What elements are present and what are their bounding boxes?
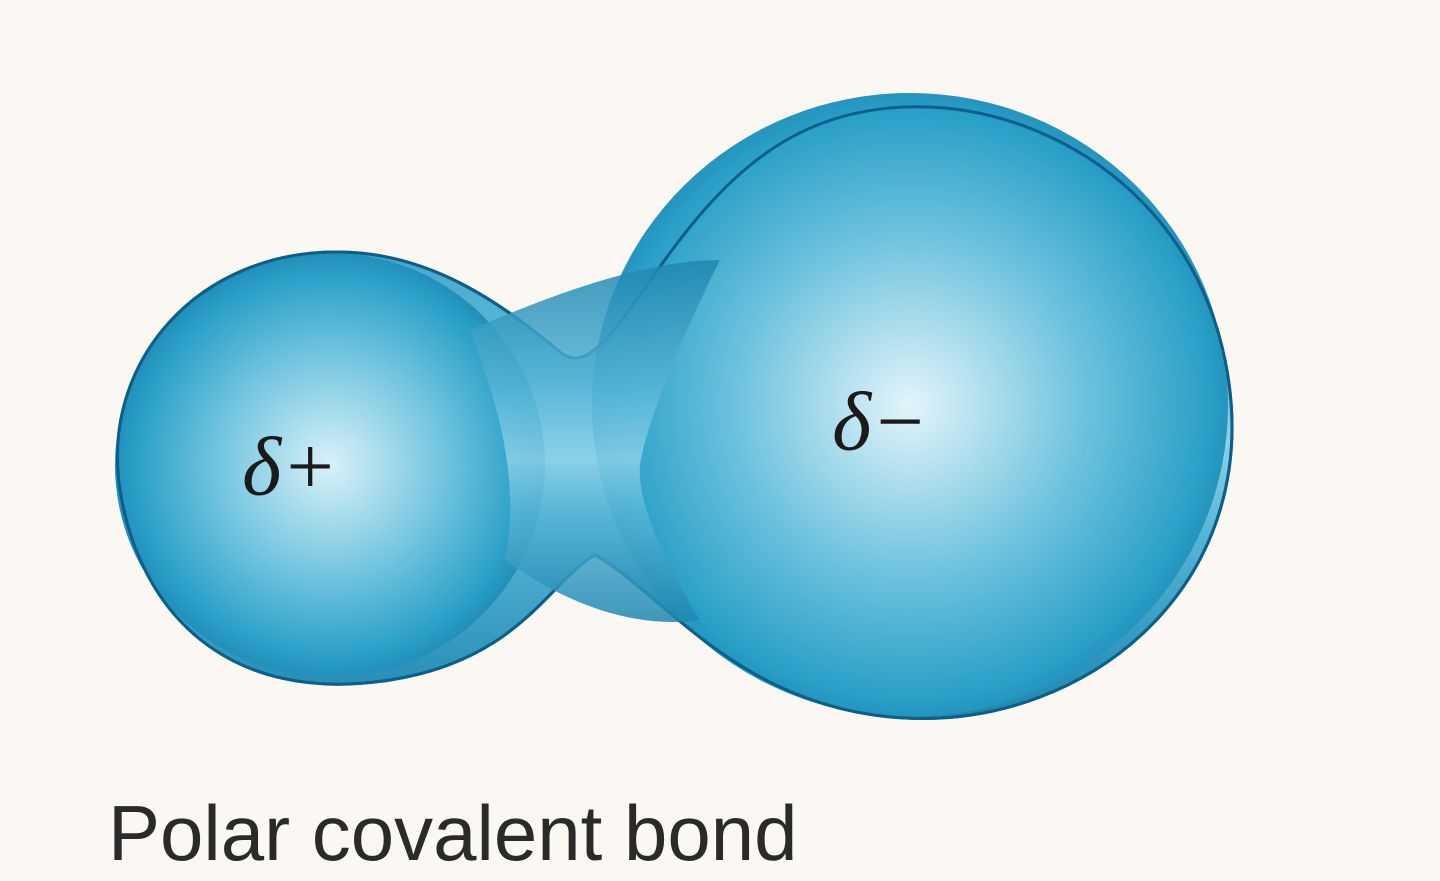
delta-plus-label: δ+ bbox=[242, 420, 338, 513]
delta-minus-label: δ− bbox=[832, 375, 928, 468]
polar-bond-diagram: δ+ δ− bbox=[0, 0, 1440, 881]
figure-canvas: δ+ δ− Polar covalent bond bbox=[0, 0, 1440, 881]
figure-caption: Polar covalent bond bbox=[108, 788, 797, 879]
